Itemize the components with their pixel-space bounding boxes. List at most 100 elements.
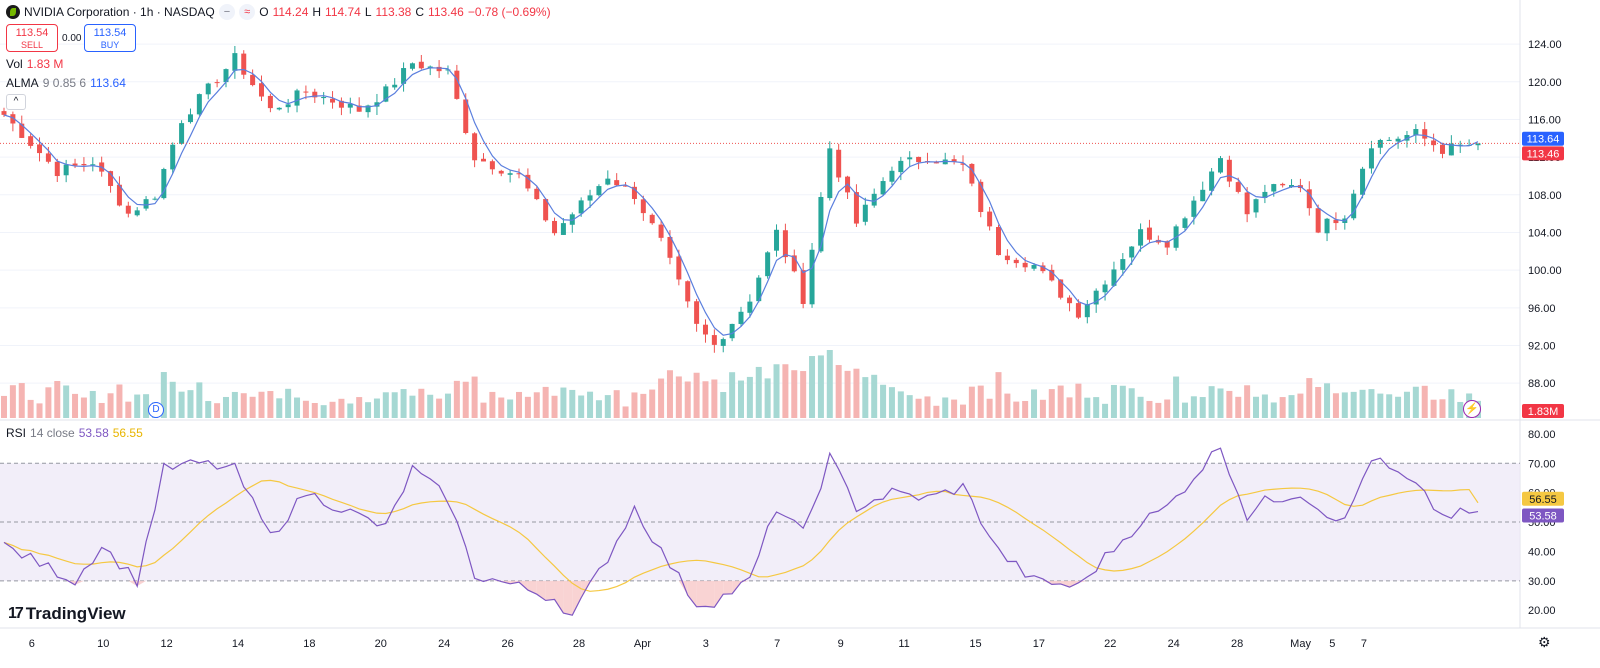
volume-bar [631, 392, 638, 418]
candle [63, 164, 69, 176]
candle [1306, 189, 1312, 209]
candle [791, 255, 797, 272]
tradingview-mark: 17 [8, 605, 24, 622]
candle [1111, 269, 1117, 286]
volume-bar [871, 374, 878, 418]
rsi-legend[interactable]: RSI 14 close 53.58 56.55 [6, 426, 143, 440]
volume-bar [738, 380, 744, 418]
candle [1475, 143, 1481, 146]
candle [418, 61, 424, 69]
symbol-legend: NVIDIA Corporation · 1h · NASDAQ − ≈ O 11… [6, 4, 551, 20]
price-badge-bg [1522, 146, 1564, 161]
candle [196, 94, 202, 115]
volume-bar [1395, 396, 1402, 418]
buy-button[interactable]: 113.54 BUY [84, 24, 136, 52]
volume-bar [507, 399, 514, 418]
candle [1324, 218, 1330, 234]
rsi-ma-badge-text: 56.55 [1529, 494, 1557, 506]
volume-bar [1448, 389, 1455, 418]
volume-bar [1261, 394, 1268, 418]
candle [1351, 193, 1357, 219]
candle [1315, 208, 1321, 233]
volume-bar [356, 397, 363, 418]
alma-legend[interactable]: ALMA 9 0.85 6 113.64 [6, 76, 126, 90]
change-value: −0.78 (−0.69%) [467, 5, 551, 19]
candle [161, 169, 167, 199]
chip-dash[interactable]: − [218, 4, 236, 20]
low-label: L [364, 5, 372, 19]
volume-legend[interactable]: Vol 1.83 M [6, 57, 63, 71]
volume-bar [80, 397, 87, 418]
lightning-icon[interactable]: ⚡ [1463, 400, 1481, 418]
volume-bar [773, 364, 780, 418]
candle [1191, 200, 1197, 217]
vol-label: Vol [6, 57, 23, 71]
candle [880, 181, 886, 195]
candle [45, 153, 51, 162]
rsi-tick-label: 30.00 [1528, 576, 1556, 588]
candle [90, 164, 96, 166]
time-tick-label: 7 [774, 638, 780, 650]
volume-bar [1403, 391, 1410, 418]
volume-bar [1341, 392, 1348, 418]
collapse-legend-button[interactable]: ^ [6, 94, 26, 110]
volume-bar [1, 395, 7, 418]
candle [187, 114, 193, 123]
candle [10, 114, 16, 124]
time-tick-label: 3 [703, 638, 709, 650]
volume-bar [36, 403, 43, 418]
volume-bar [480, 402, 487, 418]
volume-bar [489, 391, 496, 418]
candle [578, 200, 584, 214]
candle [1102, 284, 1108, 293]
volume-bar [160, 372, 167, 418]
volume-bar [63, 385, 70, 418]
volume-bar [977, 385, 984, 418]
rsi-ma-badge: 56.55 [1522, 491, 1564, 506]
volume-bar [249, 396, 256, 418]
candle [285, 104, 291, 108]
sell-price: 113.54 [15, 27, 49, 39]
time-tick-label: 10 [97, 638, 109, 650]
volume-bar [1039, 399, 1046, 418]
vol-value: 1.83 M [26, 57, 64, 71]
chip-compare-icon[interactable]: ≈ [239, 4, 256, 20]
volume-bar [98, 402, 105, 418]
volume-bar [826, 350, 833, 418]
settings-icon[interactable]: ⚙ [1538, 634, 1551, 650]
sell-button[interactable]: 113.54 SELL [6, 24, 58, 52]
volume-bar [666, 370, 673, 418]
volume-bar [27, 399, 34, 418]
volume-bar [995, 372, 1002, 418]
volume-bar [516, 391, 523, 418]
candle [587, 195, 593, 201]
rsi-ma-line [3, 479, 1479, 592]
dividend-marker[interactable]: D [148, 402, 164, 418]
volume-bar [1235, 396, 1242, 418]
time-tick-label: 22 [1104, 638, 1116, 650]
volume-bar [595, 400, 602, 418]
rsi-oversold-segment [563, 580, 573, 616]
volume-bar [1359, 389, 1366, 418]
symbol-title[interactable]: NVIDIA Corporation · 1h · NASDAQ [24, 5, 215, 19]
volume-bar [1244, 385, 1251, 418]
volume-bar [444, 393, 451, 418]
candle [507, 173, 513, 175]
price-badge: 113.46 [1522, 146, 1564, 161]
candle [738, 311, 744, 324]
alma-badge-text: 113.64 [1527, 134, 1560, 146]
candle [1022, 262, 1028, 268]
volume-bar [453, 380, 460, 418]
volume-bar [729, 372, 736, 418]
candle [267, 95, 273, 109]
candle [1040, 265, 1046, 272]
volume-bar [1110, 384, 1117, 418]
price-tick-label: 116.00 [1528, 114, 1561, 126]
rsi-params: 14 close [30, 426, 75, 440]
candle [1146, 227, 1152, 240]
tradingview-logo[interactable]: 17 TradingView [8, 604, 126, 624]
candle [489, 161, 495, 170]
volume-bar [1102, 403, 1109, 418]
volume-bar [933, 405, 940, 418]
